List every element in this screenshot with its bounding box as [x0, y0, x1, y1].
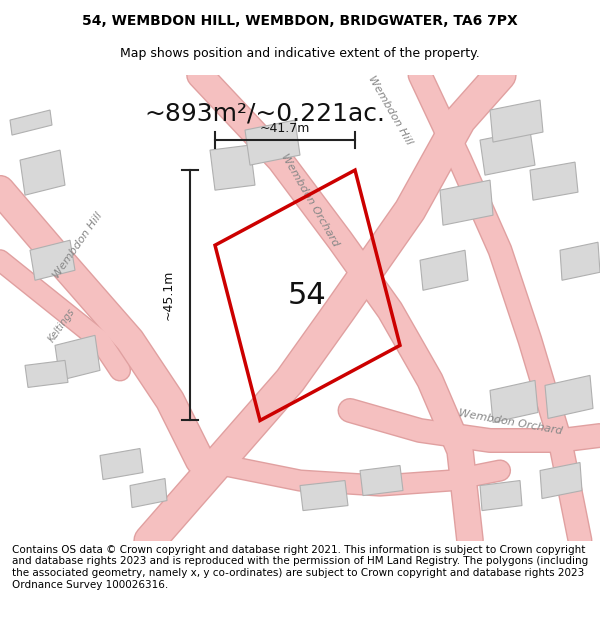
Polygon shape	[540, 462, 582, 499]
Text: ~45.1m: ~45.1m	[162, 270, 175, 321]
Polygon shape	[360, 466, 403, 496]
Polygon shape	[210, 145, 255, 190]
Text: Wembdon Hill: Wembdon Hill	[52, 211, 104, 280]
Text: Wembdon Orchard: Wembdon Orchard	[457, 408, 563, 436]
Polygon shape	[55, 336, 100, 381]
Polygon shape	[20, 150, 65, 195]
Polygon shape	[10, 110, 52, 135]
Text: Wembdon Hill: Wembdon Hill	[366, 74, 414, 146]
Polygon shape	[490, 381, 538, 423]
Text: ~41.7m: ~41.7m	[260, 122, 310, 135]
Polygon shape	[530, 162, 578, 200]
Polygon shape	[245, 120, 300, 165]
Text: Map shows position and indicative extent of the property.: Map shows position and indicative extent…	[120, 48, 480, 61]
Polygon shape	[300, 481, 348, 511]
Polygon shape	[480, 481, 522, 511]
Polygon shape	[130, 479, 167, 508]
Polygon shape	[480, 130, 535, 175]
Polygon shape	[560, 242, 600, 280]
Polygon shape	[100, 449, 143, 479]
Text: ~893m²/~0.221ac.: ~893m²/~0.221ac.	[145, 101, 386, 125]
Polygon shape	[545, 376, 593, 419]
Polygon shape	[440, 180, 493, 225]
Text: 54: 54	[288, 281, 327, 310]
Polygon shape	[420, 250, 468, 290]
Polygon shape	[30, 240, 75, 280]
Text: Contains OS data © Crown copyright and database right 2021. This information is : Contains OS data © Crown copyright and d…	[12, 545, 588, 589]
Polygon shape	[490, 100, 543, 142]
Text: Wembdon Orchard: Wembdon Orchard	[280, 152, 341, 248]
Polygon shape	[25, 361, 68, 388]
Text: 54, WEMBDON HILL, WEMBDON, BRIDGWATER, TA6 7PX: 54, WEMBDON HILL, WEMBDON, BRIDGWATER, T…	[82, 14, 518, 28]
Text: Keltings: Keltings	[47, 306, 77, 344]
